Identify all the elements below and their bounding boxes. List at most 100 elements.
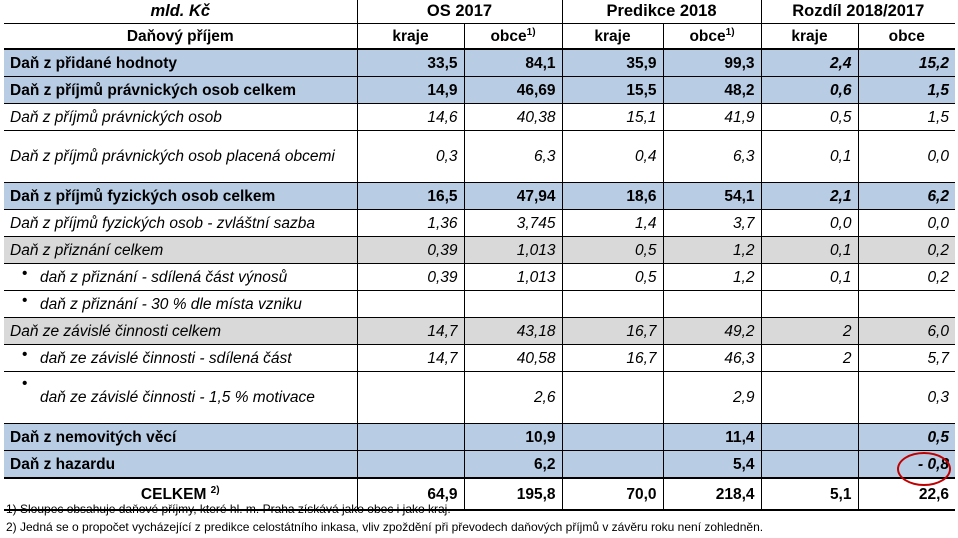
total-value: 195,8 (464, 477, 563, 511)
col-header-kraje: kraje (357, 23, 465, 50)
cell-value: 6,3 (464, 130, 563, 183)
bullet-icon: • (22, 265, 28, 282)
bullet-icon: • (22, 375, 28, 392)
cell-value: 40,38 (464, 103, 563, 131)
cell-value: 15,5 (562, 76, 664, 104)
subheader-row: Daňový příjem kraje obce1) kraje obce1) … (4, 23, 955, 50)
cell-value: 99,3 (663, 49, 762, 77)
cell-value: 2,1 (761, 182, 859, 210)
cell-value: 1,4 (562, 209, 664, 237)
total-value: 218,4 (663, 477, 762, 511)
footnote-1: 1) Sloupec obsahuje daňové příjmy, které… (6, 502, 451, 516)
table-row: Daň z přiznání celkem 0,39 1,013 0,5 1,2 0,1 0… (4, 236, 955, 264)
col-header-kraje: kraje (761, 23, 859, 50)
cell-value: 16,5 (357, 182, 465, 210)
row-label-text: Daň z příjmů právnických osob (10, 108, 222, 126)
footnote-mark: 1) (725, 26, 735, 38)
row-label-text: daň ze závislé činnosti - 1,5 % motivace (40, 388, 315, 406)
cell-value: 2 (761, 344, 859, 372)
cell-value: 47,94 (464, 182, 563, 210)
cell-value: 1,2 (663, 236, 762, 264)
header-row: mld. Kč OS 2017 Predikce 2018 Rozdíl 201… (4, 0, 955, 24)
table-row: Daň z hazardu 6,2 5,4- 0,8 (4, 450, 955, 479)
cell-value (761, 290, 859, 318)
cell-value (357, 423, 465, 451)
row-label: • daň z přiznání - 30 % dle místa vzniku (4, 290, 358, 318)
table-row: • daň ze závislé činnosti - sdílená část 1… (4, 344, 955, 372)
cell-value: 0,3 (858, 371, 955, 424)
row-label-text: Daň z přidané hodnoty (10, 54, 178, 72)
table-row: Daň z příjmů právnických osob celkem 14,9… (4, 76, 955, 104)
cell-value: 48,2 (663, 76, 762, 104)
col-header-obce: obce1) (663, 23, 762, 50)
cell-value: 5,4 (663, 450, 762, 479)
table-row: Daň z nemovitých věcí 10,9 11,4 0,5 (4, 423, 955, 451)
cell-value: 84,1 (464, 49, 563, 77)
cell-value: 5,7 (858, 344, 955, 372)
highlight-circle (897, 452, 951, 486)
bullet-icon: • (22, 292, 28, 309)
cell-value: 14,6 (357, 103, 465, 131)
row-label-text: Daň z nemovitých věcí (10, 428, 177, 446)
cell-value (858, 290, 955, 318)
cell-value: 0,0 (858, 209, 955, 237)
cell-value: 16,7 (562, 317, 664, 345)
total-footnote-mark: 2) (210, 484, 220, 496)
row-label: Daň ze závislé činnosti celkem (4, 317, 358, 345)
row-label: Daň z hazardu (4, 450, 358, 479)
cell-value: 2 (761, 317, 859, 345)
cell-value: 3,745 (464, 209, 563, 237)
col-header-obce-text: obce (490, 27, 527, 45)
cell-value: 6,2 (464, 450, 563, 479)
cell-value: 1,36 (357, 209, 465, 237)
cell-value: 1,013 (464, 263, 563, 291)
first-column-header: Daňový příjem (4, 23, 358, 50)
cell-value: 1,5 (858, 76, 955, 104)
cell-value: 18,6 (562, 182, 664, 210)
cell-value (562, 423, 664, 451)
cell-value: 35,9 (562, 49, 664, 77)
cell-value (357, 450, 465, 479)
cell-value: 0,39 (357, 263, 465, 291)
table-row: • daň z přiznání - sdílená část výnosů 0,3… (4, 263, 955, 291)
cell-value: 14,9 (357, 76, 465, 104)
footnote-2: 2) Jedná se o propočet vycházející z pre… (6, 520, 764, 534)
col-header-obce-text: obce (689, 27, 726, 45)
row-label-text: Daň z hazardu (10, 455, 116, 473)
cell-value: 1,013 (464, 236, 563, 264)
table-row: Daň ze závislé činnosti celkem 14,7 43,18 1… (4, 317, 955, 345)
table-row: Daň z příjmů právnických osob 14,6 40,38 15… (4, 103, 955, 131)
tax-revenue-table: mld. Kč OS 2017 Predikce 2018 Rozdíl 201… (4, 0, 955, 511)
cell-value: 41,9 (663, 103, 762, 131)
cell-value: 2,6 (464, 371, 563, 424)
cell-value: 6,3 (663, 130, 762, 183)
cell-value: 43,18 (464, 317, 563, 345)
cell-value: 0,1 (761, 236, 859, 264)
cell-value: 10,9 (464, 423, 563, 451)
cell-value (562, 450, 664, 479)
cell-value: 6,0 (858, 317, 955, 345)
col-header-obce: obce1) (464, 23, 563, 50)
total-value: 70,0 (562, 477, 664, 511)
table-row: Daň z příjmů právnických osob placená ob… (4, 130, 955, 183)
cell-value: 0,4 (562, 130, 664, 183)
cell-value: 16,7 (562, 344, 664, 372)
cell-value: 2,4 (761, 49, 859, 77)
footnote-mark: 1) (526, 26, 536, 38)
cell-value (357, 290, 465, 318)
cell-value: 15,2 (858, 49, 955, 77)
cell-value: 0,0 (858, 130, 955, 183)
row-label: Daň z příjmů fyzických osob - zvláštní s… (4, 209, 358, 237)
row-label-text: Daň z přiznání celkem (10, 241, 164, 259)
cell-value (562, 371, 664, 424)
cell-value (357, 371, 465, 424)
row-label-text: Daň z příjmů fyzických osob celkem (10, 187, 276, 205)
row-label: Daň z příjmů právnických osob placená ob… (4, 130, 358, 183)
cell-value: 0,3 (357, 130, 465, 183)
row-label: • daň z přiznání - sdílená část výnosů (4, 263, 358, 291)
cell-value: 0,5 (562, 236, 664, 264)
total-label: CELKEM 2) (4, 477, 358, 511)
cell-value: 40,58 (464, 344, 563, 372)
cell-value: 3,7 (663, 209, 762, 237)
cell-value: 0,5 (761, 103, 859, 131)
